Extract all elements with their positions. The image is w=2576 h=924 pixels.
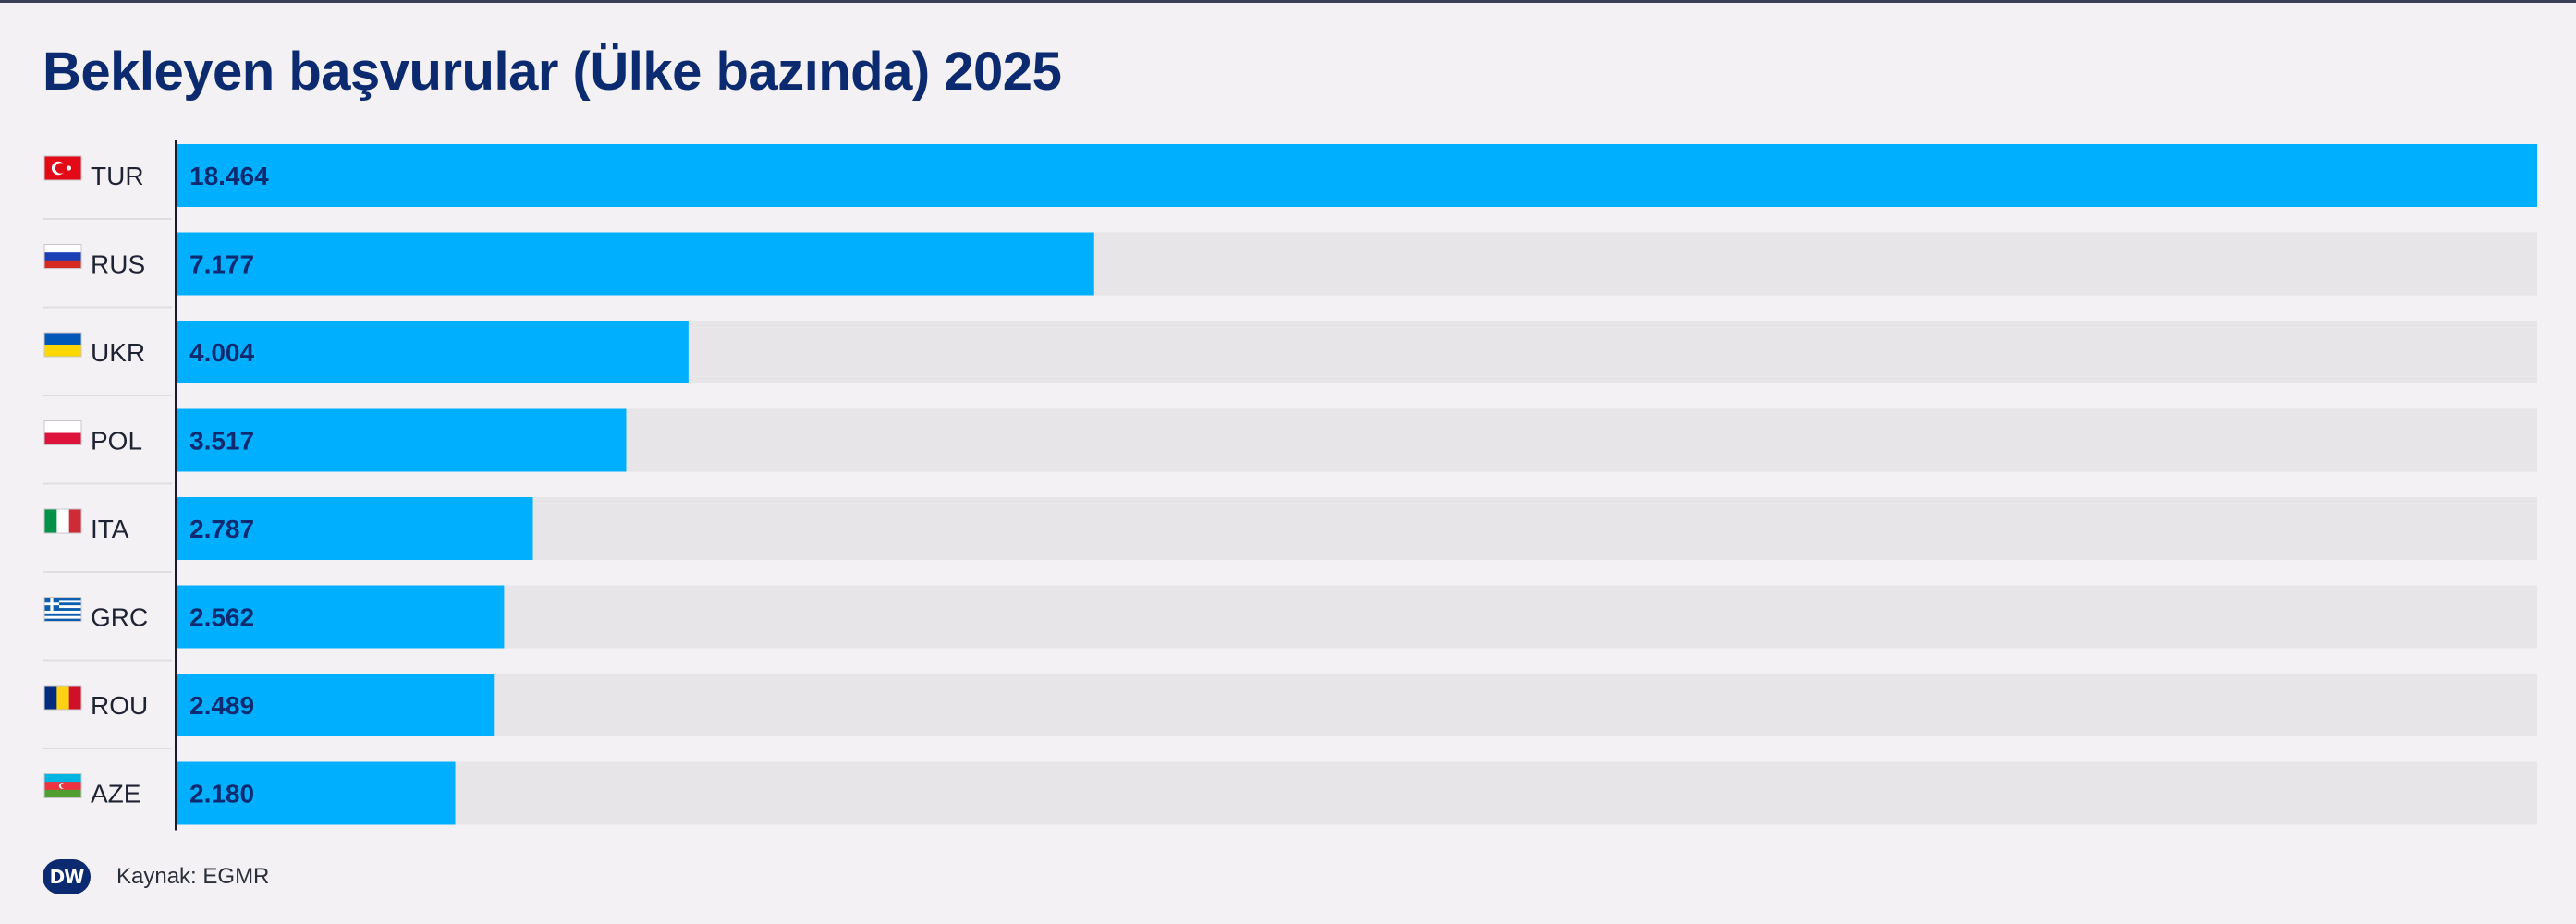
bar-chart: 18.464 TUR 7.177 RUS 4.004 UKR 3.517 POL 2.787 IT… <box>43 140 2537 831</box>
category-label: GRC <box>91 603 148 632</box>
flag-russia-icon <box>43 244 82 269</box>
bar-track <box>177 674 2537 736</box>
bar-track <box>177 761 2537 825</box>
category-label: AZE <box>91 780 140 808</box>
flag-greece-icon <box>43 597 82 622</box>
value-label: 2.489 <box>189 691 254 720</box>
flag-romania-icon <box>43 685 82 711</box>
bar <box>177 497 533 560</box>
bar <box>177 674 495 736</box>
row-divider <box>43 306 172 309</box>
bar <box>177 585 505 649</box>
bar-track <box>177 497 2537 560</box>
category-label: ROU <box>91 691 148 720</box>
flag-turkey-icon <box>43 155 82 181</box>
value-label: 3.517 <box>189 427 254 456</box>
category-label: RUS <box>91 250 145 279</box>
flag-italy-icon <box>43 508 82 534</box>
flag-poland-icon <box>43 420 82 445</box>
value-label: 7.177 <box>189 250 254 279</box>
bar <box>177 408 627 472</box>
row-divider <box>43 482 172 485</box>
category-label: UKR <box>91 338 145 367</box>
bar <box>177 144 2537 207</box>
value-label: 2.180 <box>189 780 254 808</box>
value-label: 2.787 <box>189 515 254 543</box>
flag-ukraine-icon <box>43 332 82 358</box>
bar-track <box>177 585 2537 649</box>
bar <box>177 232 1094 296</box>
flag-azerbaijan-icon <box>43 773 82 798</box>
row-divider <box>43 659 172 662</box>
bar <box>177 321 689 383</box>
dw-logo: DW <box>43 859 91 894</box>
value-label: 4.004 <box>189 338 254 367</box>
source-note: Kaynak: EGMR <box>116 864 270 889</box>
row-divider <box>43 395 172 396</box>
category-label: POL <box>91 427 142 456</box>
row-divider <box>43 571 172 573</box>
row-divider <box>43 748 172 749</box>
category-label: TUR <box>91 162 144 190</box>
top-rule <box>0 0 2576 3</box>
row-divider <box>43 218 172 220</box>
category-label: ITA <box>91 515 129 543</box>
footer: DW Kaynak: EGMR <box>43 857 269 896</box>
value-label: 18.464 <box>189 162 269 190</box>
value-label: 2.562 <box>189 603 254 632</box>
chart-title: Bekleyen başvurular (Ülke bazında) 2025 <box>43 42 1062 102</box>
y-axis-line <box>175 140 177 831</box>
bar <box>177 761 456 825</box>
